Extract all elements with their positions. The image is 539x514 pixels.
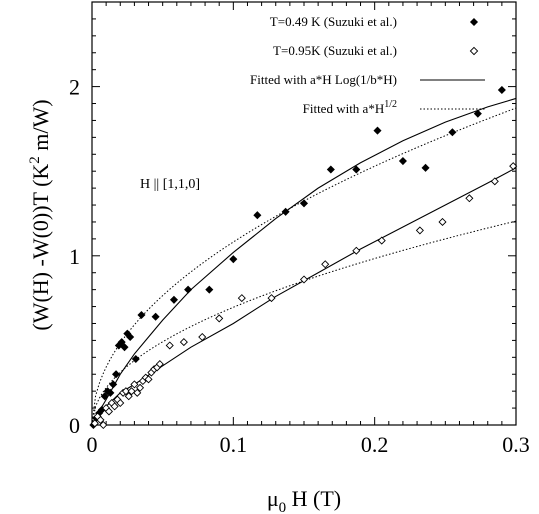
data-point-095K xyxy=(490,177,499,186)
annotation-direction: H || [1,1,0] xyxy=(140,177,200,192)
data-point-095K xyxy=(321,260,330,269)
data-point-095K xyxy=(237,294,246,303)
data-point-049K xyxy=(473,109,482,118)
data-point-049K xyxy=(184,285,193,294)
data-point-095K xyxy=(104,407,113,416)
legend-marker-2 xyxy=(469,46,479,56)
data-point-095K xyxy=(215,314,224,323)
y-tick-label: 2 xyxy=(69,75,80,100)
data-point-095K xyxy=(99,420,108,430)
sqrt-fit-curve-2 xyxy=(91,220,517,426)
data-point-095K xyxy=(179,338,188,347)
data-point-049K xyxy=(253,211,262,220)
x-tick-label: 0.3 xyxy=(502,432,530,457)
data-point-095K xyxy=(465,194,474,203)
y-axis-label: (W(H) -W(0))T (K2 m/W) xyxy=(27,99,53,330)
data-point-049K xyxy=(421,163,430,172)
data-point-095K xyxy=(130,380,139,389)
data-point-095K xyxy=(155,360,164,369)
data-point-049K xyxy=(151,312,160,321)
data-point-095K xyxy=(144,375,153,384)
x-tick-label: 0.2 xyxy=(361,432,389,457)
data-point-095K xyxy=(299,275,309,284)
data-point-049K xyxy=(109,380,118,389)
data-markers xyxy=(89,85,518,430)
data-point-049K xyxy=(117,338,126,347)
fit-curves xyxy=(91,97,517,426)
data-point-095K xyxy=(116,398,125,408)
data-point-049K xyxy=(169,295,178,304)
data-point-095K xyxy=(110,402,119,411)
data-point-095K xyxy=(133,388,142,397)
axis-ticks: 0 0.1 0.2 0.3 0 1 2 xyxy=(69,1,530,457)
legend-label-4: Fitted with a*H1/2 xyxy=(303,99,397,116)
data-point-095K xyxy=(121,387,130,396)
y-tick-label: 1 xyxy=(69,244,80,269)
x-tick-label: 0 xyxy=(87,432,98,457)
data-point-095K xyxy=(96,415,105,424)
data-point-049K xyxy=(100,392,109,401)
data-point-049K xyxy=(131,354,140,364)
data-point-049K xyxy=(373,126,382,135)
data-point-049K xyxy=(137,310,146,320)
data-point-049K xyxy=(126,332,135,342)
data-point-049K xyxy=(448,128,457,137)
data-point-095K xyxy=(377,236,386,245)
legend: T=0.49 K (Suzuki et al.) T=0.95K (Suzuki … xyxy=(250,14,485,116)
data-point-049K xyxy=(352,165,361,174)
data-point-095K xyxy=(267,294,276,303)
legend-label-3: Fitted with a*H Log(1/b*H) xyxy=(250,72,397,87)
data-point-049K xyxy=(299,199,309,208)
data-point-095K xyxy=(438,217,447,226)
data-point-095K xyxy=(165,341,174,350)
legend-marker-1 xyxy=(469,17,479,27)
x-tick-label: 0.1 xyxy=(220,432,248,457)
data-point-095K xyxy=(509,162,518,171)
data-point-095K xyxy=(124,392,133,401)
data-point-095K xyxy=(415,226,424,235)
data-point-049K xyxy=(326,165,335,174)
data-point-049K xyxy=(120,343,129,352)
data-point-095K xyxy=(352,246,361,255)
y-tick-label: 0 xyxy=(69,413,80,438)
legend-label-2: T=0.95K (Suzuki et al.) xyxy=(273,43,397,58)
data-point-049K xyxy=(112,370,121,379)
data-point-049K xyxy=(205,285,214,294)
data-point-095K xyxy=(90,419,99,428)
log-fit-curve-1 xyxy=(91,97,517,426)
data-point-049K xyxy=(497,85,506,95)
x-axis-label: μ0 H (T) xyxy=(267,486,341,514)
data-point-049K xyxy=(229,255,238,264)
sqrt-fit-curve-1 xyxy=(91,107,517,426)
data-point-095K xyxy=(198,332,207,342)
plot-frame xyxy=(91,1,517,426)
data-point-049K xyxy=(281,207,290,216)
legend-label-1: T=0.49 K (Suzuki et al.) xyxy=(270,14,397,29)
data-point-049K xyxy=(106,388,115,397)
data-point-049K xyxy=(398,157,407,166)
data-point-095K xyxy=(136,383,145,392)
